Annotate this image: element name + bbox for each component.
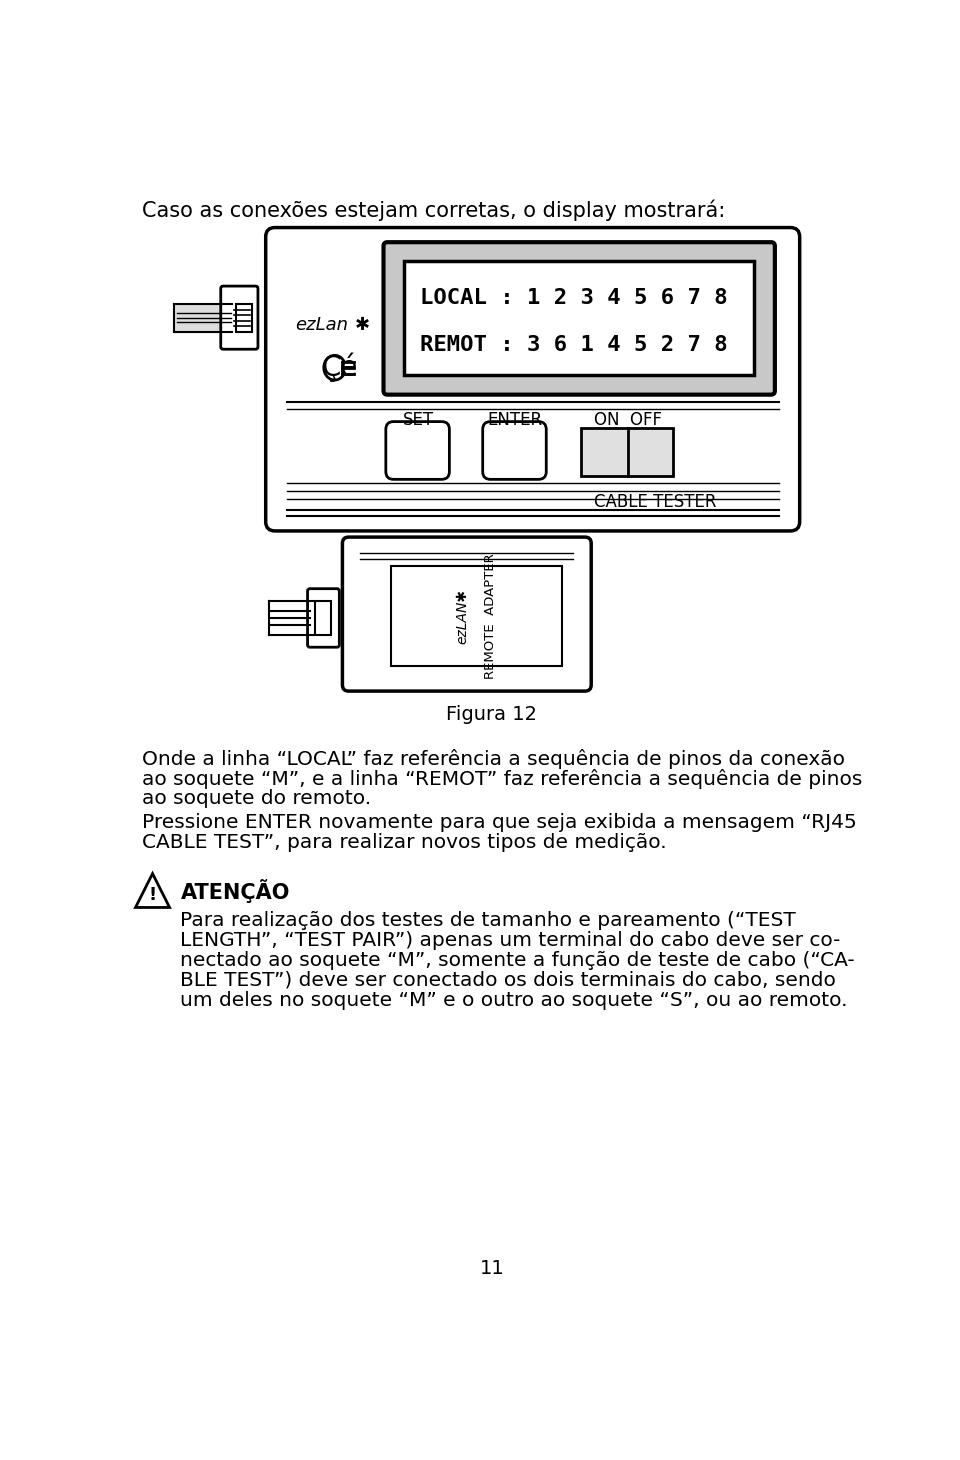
Polygon shape xyxy=(135,873,170,908)
Text: Figura 12: Figura 12 xyxy=(446,705,538,724)
Text: ao soquete do remoto.: ao soquete do remoto. xyxy=(142,788,371,807)
Text: !: ! xyxy=(149,886,156,904)
Text: SET: SET xyxy=(403,412,434,429)
Text: Caso as conexões estejam corretas, o display mostrará:: Caso as conexões estejam corretas, o dis… xyxy=(142,200,725,222)
Text: CABLE TEST”, para realizar novos tipos de medição.: CABLE TEST”, para realizar novos tipos d… xyxy=(142,832,666,851)
Text: 11: 11 xyxy=(480,1259,504,1278)
FancyBboxPatch shape xyxy=(221,286,258,349)
FancyBboxPatch shape xyxy=(232,296,255,339)
Text: REMOTE  ADAPTER: REMOTE ADAPTER xyxy=(484,553,497,679)
Bar xyxy=(315,602,331,635)
FancyBboxPatch shape xyxy=(343,537,591,691)
FancyBboxPatch shape xyxy=(386,422,449,479)
Bar xyxy=(392,566,562,666)
Text: um deles no soquete “M” e o outro ao soquete “S”, ou ao remoto.: um deles no soquete “M” e o outro ao soq… xyxy=(180,991,848,1010)
Text: ✱: ✱ xyxy=(355,317,370,334)
Text: Pressione ENTER novamente para que seja exibida a mensagem “RJ45: Pressione ENTER novamente para que seja … xyxy=(142,813,856,832)
Text: ENTER: ENTER xyxy=(488,412,542,429)
Bar xyxy=(581,428,673,476)
Text: Çé: Çé xyxy=(322,353,357,383)
Text: Para realização dos testes de tamanho e pareamento (“TEST: Para realização dos testes de tamanho e … xyxy=(180,911,796,930)
Text: ezLAN✱: ezLAN✱ xyxy=(456,588,469,644)
FancyBboxPatch shape xyxy=(483,422,546,479)
Text: LOCAL : 1 2 3 4 5 6 7 8: LOCAL : 1 2 3 4 5 6 7 8 xyxy=(420,289,728,308)
FancyBboxPatch shape xyxy=(307,588,339,647)
Text: LENGTH”, “TEST PAIR”) apenas um terminal do cabo deve ser co-: LENGTH”, “TEST PAIR”) apenas um terminal… xyxy=(180,930,841,949)
Text: ezLan: ezLan xyxy=(296,317,348,334)
Text: REMOT : 3 6 1 4 5 2 7 8: REMOT : 3 6 1 4 5 2 7 8 xyxy=(420,334,728,355)
Bar xyxy=(404,261,754,375)
Text: BLE TEST”) deve ser conectado os dois terminais do cabo, sendo: BLE TEST”) deve ser conectado os dois te… xyxy=(180,971,836,990)
FancyBboxPatch shape xyxy=(383,242,775,394)
Text: ON  OFF: ON OFF xyxy=(593,412,661,429)
Text: ATENÇÃO: ATENÇÃO xyxy=(180,879,290,902)
FancyBboxPatch shape xyxy=(266,228,800,531)
Text: CABLE TESTER: CABLE TESTER xyxy=(593,493,716,511)
Bar xyxy=(236,304,252,331)
Text: nectado ao soquete “M”, somente a função de teste de cabo (“CA-: nectado ao soquete “M”, somente a função… xyxy=(180,950,855,969)
Text: ao soquete “M”, e a linha “REMOT” faz referência a sequência de pinos: ao soquete “M”, e a linha “REMOT” faz re… xyxy=(142,769,862,788)
Text: Onde a linha “LOCAL” faz referência a sequência de pinos da conexão: Onde a linha “LOCAL” faz referência a se… xyxy=(142,749,845,769)
